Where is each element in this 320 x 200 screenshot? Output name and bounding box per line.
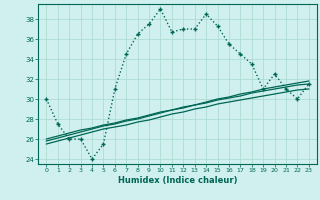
X-axis label: Humidex (Indice chaleur): Humidex (Indice chaleur) [118,176,237,185]
